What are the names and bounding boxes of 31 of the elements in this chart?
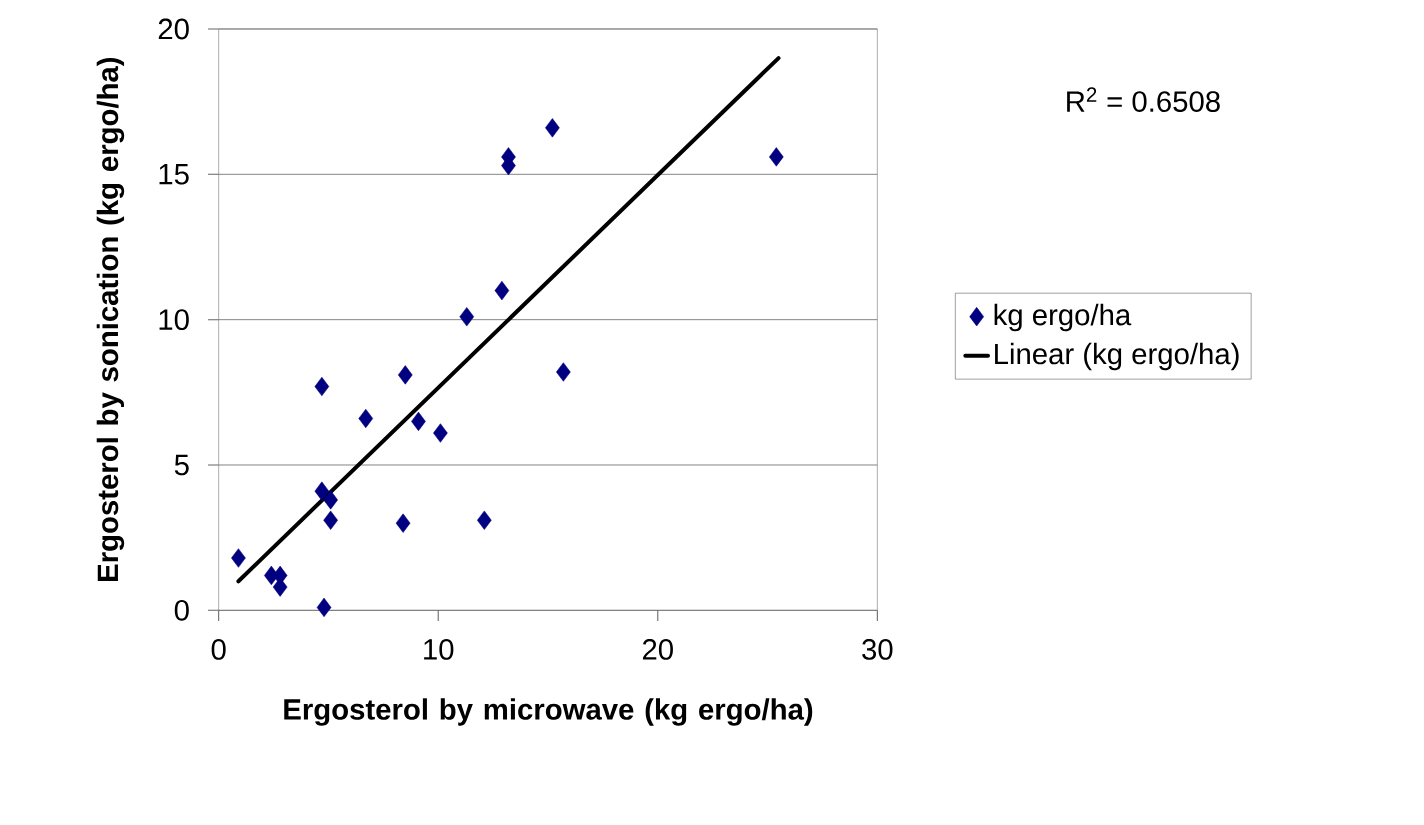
point [316,597,332,618]
legend-label: kg ergo/ha [994,303,1132,332]
point [411,411,426,431]
point [231,548,246,568]
point [545,118,560,138]
point [398,365,413,385]
y-tick-label: 5 [174,454,189,476]
point [358,408,374,429]
point [323,490,338,510]
x-tick-label: 10 [424,639,454,660]
x-tick-label: 30 [862,639,893,660]
point [477,510,492,530]
text: R$^{2}$ = 0.6508 [1067,87,1220,112]
point [433,423,448,443]
point [459,307,475,327]
point [494,281,510,301]
x-tick-label: 0 [211,639,226,660]
y-axis-title: Ergosterol by sonication (kg ergo/ha) [96,57,125,581]
point [769,147,784,167]
y-tick-label: 15 [159,164,189,185]
point [314,376,330,397]
point [314,481,330,501]
point [395,513,411,533]
y-tick-label: 10 [159,309,189,331]
point [323,510,338,530]
legend-label: Linear (kg ergo/ha) [995,342,1239,371]
x-axis-title: Ergosterol by microwave (kg ergo/ha) [284,698,813,726]
x-tick-label: 20 [642,639,673,660]
point [556,362,571,382]
y-tick-label: 20 [158,18,189,40]
y-tick-label: 0 [174,599,189,621]
